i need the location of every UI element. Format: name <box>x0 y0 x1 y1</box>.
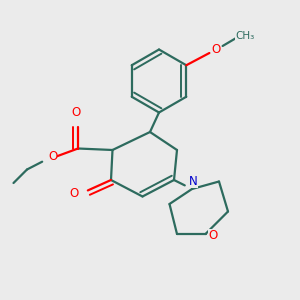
Text: O: O <box>48 149 57 163</box>
Text: O: O <box>69 187 78 200</box>
Text: O: O <box>72 106 81 119</box>
Text: CH₃: CH₃ <box>235 31 254 41</box>
Text: O: O <box>208 229 217 242</box>
Text: N: N <box>189 175 198 188</box>
Text: O: O <box>212 43 220 56</box>
